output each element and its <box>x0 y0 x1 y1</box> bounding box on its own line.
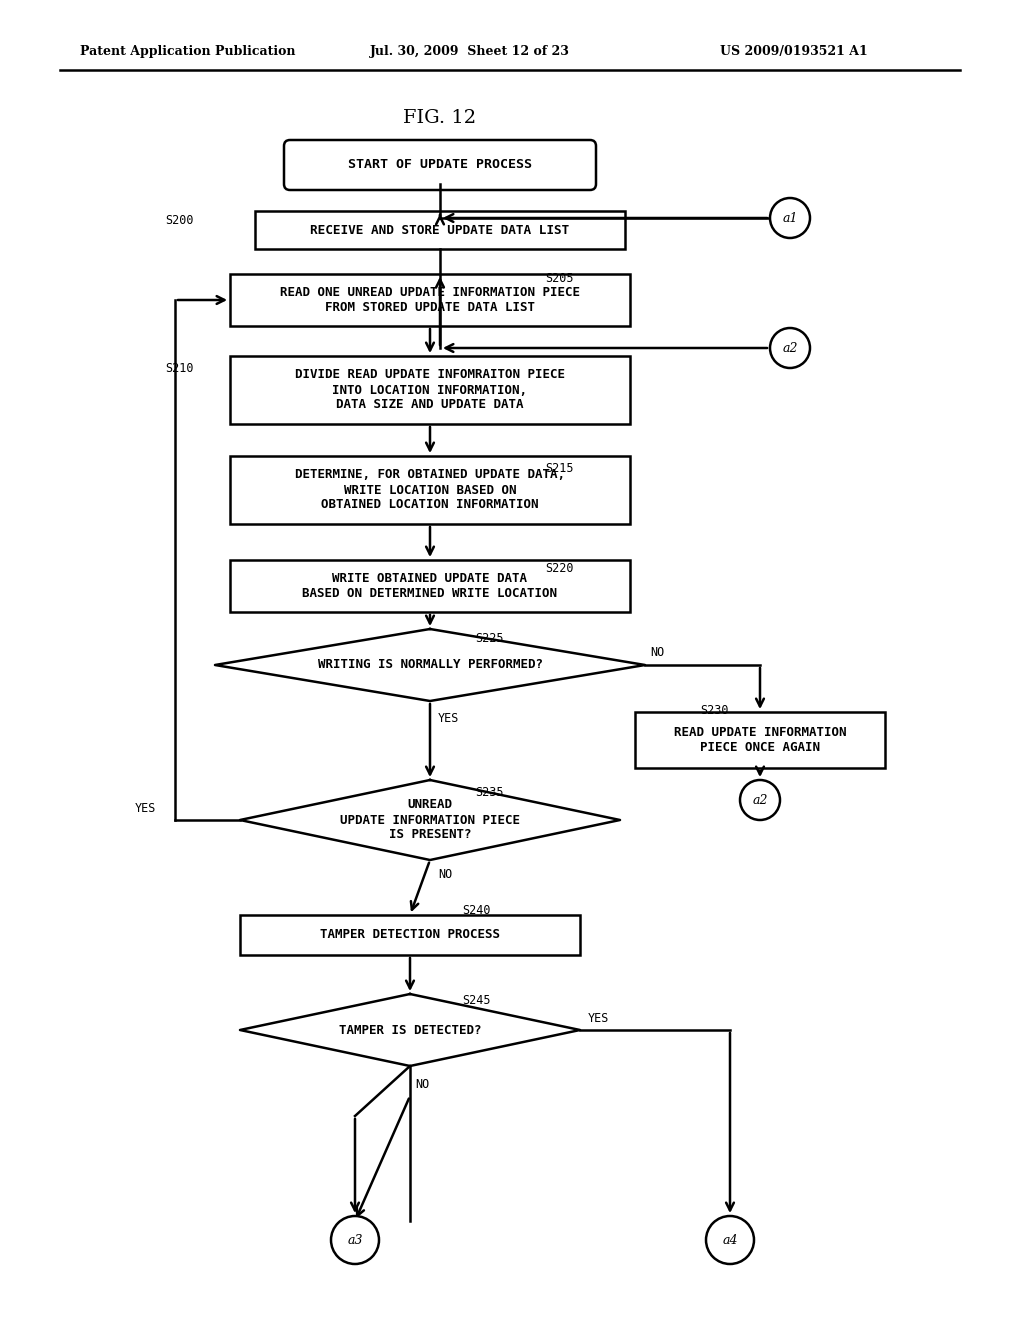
FancyBboxPatch shape <box>284 140 596 190</box>
Text: UNREAD
UPDATE INFORMATION PIECE
IS PRESENT?: UNREAD UPDATE INFORMATION PIECE IS PRESE… <box>340 799 520 842</box>
Text: S220: S220 <box>545 561 573 574</box>
Text: NO: NO <box>415 1077 429 1090</box>
Text: S245: S245 <box>462 994 490 1006</box>
Text: S235: S235 <box>475 787 504 800</box>
Text: S200: S200 <box>165 214 194 227</box>
Text: S240: S240 <box>462 903 490 916</box>
Bar <box>635 711 885 768</box>
Text: a3: a3 <box>347 1233 362 1246</box>
Text: S225: S225 <box>475 631 504 644</box>
Text: a1: a1 <box>782 211 798 224</box>
Text: RECEIVE AND STORE UPDATE DATA LIST: RECEIVE AND STORE UPDATE DATA LIST <box>310 223 569 236</box>
Circle shape <box>706 1216 754 1265</box>
Bar <box>230 275 630 326</box>
Text: TAMPER IS DETECTED?: TAMPER IS DETECTED? <box>339 1023 481 1036</box>
Text: READ UPDATE INFORMATION
PIECE ONCE AGAIN: READ UPDATE INFORMATION PIECE ONCE AGAIN <box>674 726 846 754</box>
Text: S210: S210 <box>165 362 194 375</box>
Text: YES: YES <box>588 1011 609 1024</box>
Bar <box>230 356 630 424</box>
Text: NO: NO <box>650 647 665 660</box>
Circle shape <box>770 327 810 368</box>
Text: DIVIDE READ UPDATE INFOMRAITON PIECE
INTO LOCATION INFORMATION,
DATA SIZE AND UP: DIVIDE READ UPDATE INFOMRAITON PIECE INT… <box>295 368 565 412</box>
Text: WRITE OBTAINED UPDATE DATA
BASED ON DETERMINED WRITE LOCATION: WRITE OBTAINED UPDATE DATA BASED ON DETE… <box>302 572 557 601</box>
Text: WRITING IS NORMALLY PERFORMED?: WRITING IS NORMALLY PERFORMED? <box>317 659 543 672</box>
Circle shape <box>740 780 780 820</box>
Text: S230: S230 <box>700 704 728 717</box>
Bar <box>230 455 630 524</box>
Text: US 2009/0193521 A1: US 2009/0193521 A1 <box>720 45 867 58</box>
Circle shape <box>770 198 810 238</box>
Bar <box>240 915 580 954</box>
Text: YES: YES <box>135 801 157 814</box>
Circle shape <box>331 1216 379 1265</box>
Bar <box>230 560 630 612</box>
Text: START OF UPDATE PROCESS: START OF UPDATE PROCESS <box>348 158 532 172</box>
Text: DETERMINE, FOR OBTAINED UPDATE DATA,
WRITE LOCATION BASED ON
OBTAINED LOCATION I: DETERMINE, FOR OBTAINED UPDATE DATA, WRI… <box>295 469 565 511</box>
Text: READ ONE UNREAD UPDATE INFORMATION PIECE
FROM STORED UPDATE DATA LIST: READ ONE UNREAD UPDATE INFORMATION PIECE… <box>280 286 580 314</box>
Text: Jul. 30, 2009  Sheet 12 of 23: Jul. 30, 2009 Sheet 12 of 23 <box>370 45 570 58</box>
Text: Patent Application Publication: Patent Application Publication <box>80 45 296 58</box>
Text: S215: S215 <box>545 462 573 474</box>
Text: S205: S205 <box>545 272 573 285</box>
Text: TAMPER DETECTION PROCESS: TAMPER DETECTION PROCESS <box>319 928 500 941</box>
Text: a2: a2 <box>753 793 768 807</box>
Text: FIG. 12: FIG. 12 <box>403 110 476 127</box>
Text: NO: NO <box>438 869 453 882</box>
Text: YES: YES <box>438 713 460 726</box>
Bar <box>255 211 625 249</box>
Text: a2: a2 <box>782 342 798 355</box>
Text: a4: a4 <box>722 1233 737 1246</box>
